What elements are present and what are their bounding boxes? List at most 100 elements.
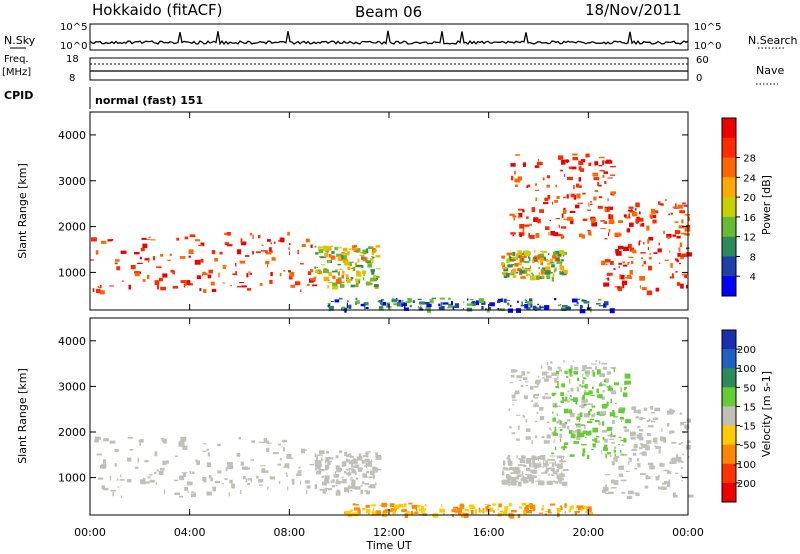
scatter-cell [524, 474, 529, 476]
scatter-cell [500, 510, 504, 512]
scatter-cell [188, 249, 194, 254]
scatter-cell [362, 455, 369, 458]
scatter-cell [615, 251, 622, 256]
scatter-cell [531, 440, 533, 445]
scatter-cell [650, 405, 654, 410]
scatter-cell [95, 288, 101, 294]
noise-trace [89, 30, 689, 46]
scatter-cell [660, 437, 666, 442]
velocity-heatmap [94, 359, 694, 519]
velocity-colorbar-label: Velocity [m s-1] [760, 371, 773, 457]
scatter-cell [202, 443, 207, 445]
scatter-cell [545, 226, 550, 230]
scatter-cell [610, 174, 616, 176]
scatter-cell [559, 304, 562, 306]
scatter-cell [628, 490, 634, 495]
scatter-cell [366, 261, 371, 263]
x-tick-label: 00:00 [672, 526, 704, 539]
scatter-cell [556, 195, 560, 199]
scatter-cell [601, 430, 608, 433]
scatter-cell [163, 438, 167, 444]
scatter-cell [450, 300, 453, 306]
scatter-cell [370, 459, 372, 463]
scatter-cell [658, 475, 660, 480]
scatter-cell [641, 443, 645, 447]
scatter-cell [553, 481, 556, 483]
scatter-cell [411, 504, 418, 510]
scatter-cell [582, 430, 586, 434]
colorbar-swatch [722, 387, 736, 407]
scatter-cell [539, 253, 545, 258]
scatter-cell [619, 233, 622, 236]
scatter-cell [127, 457, 132, 462]
velocity-ylabel: Slant Range [km] [16, 368, 29, 464]
scatter-cell [114, 262, 118, 265]
scatter-cell [351, 480, 356, 485]
x-tick-label: 20:00 [572, 526, 604, 539]
colorbar-swatch [722, 137, 736, 159]
scatter-cell [504, 506, 509, 511]
scatter-cell [485, 308, 487, 311]
scatter-cell [396, 301, 401, 307]
scatter-cell [534, 259, 538, 262]
scatter-cell [684, 214, 690, 216]
scatter-cell [624, 380, 631, 385]
scatter-cell [539, 480, 545, 486]
scatter-cell [581, 399, 587, 404]
scatter-cell [492, 503, 497, 506]
scatter-cell [287, 231, 290, 236]
scatter-cell [546, 434, 551, 439]
scatter-cell [648, 237, 654, 241]
scatter-cell [512, 215, 517, 218]
scatter-cell [370, 269, 375, 272]
scatter-cell [651, 214, 657, 218]
scatter-cell [582, 374, 584, 378]
scatter-cell [258, 235, 261, 239]
scatter-cell [352, 261, 354, 263]
scatter-cell [620, 387, 622, 392]
scatter-cell [365, 504, 370, 508]
scatter-cell [211, 288, 217, 292]
scatter-cell [360, 252, 363, 254]
scatter-cell [371, 511, 377, 516]
scatter-cell [371, 271, 375, 275]
scatter-cell [532, 305, 537, 310]
scatter-cell [94, 439, 99, 443]
scatter-cell [518, 458, 524, 460]
scatter-cell [391, 299, 397, 303]
scatter-cell [328, 272, 332, 276]
scatter-cell [506, 477, 510, 479]
scatter-cell [259, 484, 263, 486]
scatter-cell [596, 303, 601, 305]
velocity-panel-frame [89, 317, 689, 516]
scatter-cell [228, 492, 230, 497]
colorbar-swatch [722, 256, 736, 277]
scatter-cell [331, 250, 335, 254]
scatter-cell [127, 437, 133, 439]
scatter-cell [355, 280, 359, 283]
scatter-cell [518, 214, 520, 219]
scatter-cell [162, 273, 168, 278]
scatter-cell [562, 456, 565, 460]
scatter-cell [558, 369, 562, 372]
scatter-cell [522, 377, 528, 381]
colorbar-tick-label: 200 [737, 345, 756, 356]
scatter-cell [102, 487, 109, 491]
scatter-cell [535, 480, 540, 482]
scatter-cell [401, 299, 404, 304]
scatter-cell [639, 285, 641, 289]
scatter-cell [520, 455, 526, 459]
scatter-cell [369, 484, 376, 489]
scatter-cell [652, 437, 658, 443]
scatter-cell [114, 463, 117, 467]
scatter-cell [599, 373, 606, 378]
scatter-cell [672, 410, 676, 413]
scatter-cell [266, 447, 270, 452]
scatter-cell [248, 271, 252, 273]
scatter-cell [540, 262, 543, 266]
nave-tick-bottom: 0 [696, 73, 702, 84]
scatter-cell [142, 243, 148, 249]
scatter-cell [503, 298, 507, 303]
scatter-cell [545, 372, 550, 374]
scatter-cell [328, 280, 330, 282]
